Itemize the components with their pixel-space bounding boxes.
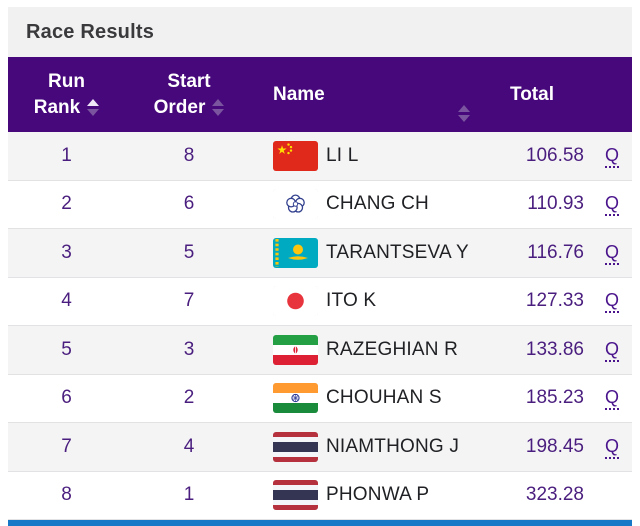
qualified-link[interactable]: Q — [604, 435, 619, 459]
sort-arrows-run-rank-icon[interactable] — [87, 99, 100, 116]
table-row: 1 8 LI L 106.58 Q — [8, 132, 632, 181]
athlete-name: ITO K — [326, 290, 377, 312]
athlete-cell: CHOUHAN S — [253, 383, 472, 414]
table-body: 1 8 LI L 106.58 Q 2 6 CHANG CH 110.93 Q 3 5 TARANTSE… — [8, 132, 632, 520]
athlete-cell: ITO K — [253, 286, 472, 317]
name-header-label: Name — [273, 83, 325, 105]
sort-arrows-start-order-icon[interactable] — [212, 99, 225, 116]
run-rank-header-line2: Rank — [33, 96, 81, 118]
total-value: 127.33 — [525, 290, 584, 312]
athlete-name: NIAMTHONG J — [326, 435, 460, 457]
sort-asc-icon — [212, 99, 225, 106]
start-order-value: 1 — [183, 484, 195, 506]
start-order-value: 2 — [183, 387, 195, 409]
athlete-name: PHONWA P — [326, 484, 430, 506]
run-rank-value: 5 — [61, 338, 72, 360]
run-rank-value: 7 — [61, 435, 72, 457]
results-table: Run Rank Start Order — [8, 57, 632, 520]
qualified-cell: Q — [592, 193, 632, 217]
table-row: 8 1 PHONWA P 323.28 — [8, 471, 632, 520]
athlete-cell: RAZEGHIAN R — [253, 334, 472, 365]
total-value: 185.23 — [525, 387, 584, 409]
qualified-cell: Q — [592, 338, 632, 362]
total-value: 198.45 — [525, 435, 584, 457]
run-rank-value: 2 — [61, 193, 72, 215]
table-row: 7 4 NIAMTHONG J 198.45 Q — [8, 423, 632, 472]
column-header-start-order[interactable]: Start Order — [125, 57, 253, 132]
total-value: 116.76 — [527, 241, 584, 263]
sort-desc-icon — [212, 109, 225, 116]
start-order-value: 6 — [183, 193, 195, 215]
column-header-qualified — [592, 57, 632, 132]
run-rank-value: 4 — [61, 290, 72, 312]
run-rank-value: 3 — [61, 241, 72, 263]
total-value: 110.93 — [527, 193, 584, 215]
start-order-value: 7 — [183, 290, 195, 312]
qualified-cell: Q — [592, 290, 632, 314]
column-header-name[interactable]: Name — [253, 57, 472, 132]
athlete-cell: LI L — [253, 140, 472, 171]
table-row: 3 5 TARANTSEVA Y 116.76 Q — [8, 229, 632, 278]
column-header-total[interactable]: Total — [472, 57, 592, 132]
panel-title-bar: Race Results — [8, 7, 632, 57]
start-order-header-line2: Order — [153, 96, 206, 118]
bottom-scroll-indicator[interactable] — [8, 520, 632, 526]
sort-asc-icon — [87, 99, 100, 106]
total-header-label: Total — [510, 83, 554, 105]
sort-asc-icon — [458, 105, 470, 112]
flag-icon-india — [273, 383, 318, 414]
table-row: 5 3 RAZEGHIAN R 133.86 Q — [8, 326, 632, 375]
start-order-value: 4 — [183, 435, 195, 457]
flag-icon-iran — [273, 334, 318, 365]
qualified-cell: Q — [592, 144, 632, 168]
flag-icon-thailand — [273, 431, 318, 462]
qualified-link[interactable]: Q — [604, 338, 619, 362]
qualified-link[interactable]: Q — [604, 387, 619, 411]
flag-icon-kazakhstan — [273, 237, 318, 268]
run-rank-header-line1: Run — [48, 70, 85, 92]
sort-arrows-name-icon[interactable] — [458, 105, 470, 122]
total-value: 323.28 — [525, 484, 584, 506]
start-order-value: 5 — [183, 241, 195, 263]
run-rank-value: 6 — [61, 387, 72, 409]
flag-icon-japan — [273, 286, 318, 317]
sort-desc-icon — [87, 109, 100, 116]
athlete-name: TARANTSEVA Y — [326, 241, 469, 263]
run-rank-value: 8 — [61, 484, 72, 506]
athlete-cell: NIAMTHONG J — [253, 431, 472, 462]
athlete-cell: CHANG CH — [253, 189, 472, 220]
athlete-name: LI L — [326, 144, 359, 166]
table-header-row: Run Rank Start Order — [8, 57, 632, 132]
athlete-name: RAZEGHIAN R — [326, 338, 459, 360]
athlete-cell: PHONWA P — [253, 480, 472, 511]
qualified-link[interactable]: Q — [604, 144, 619, 168]
athlete-name: CHANG CH — [326, 193, 429, 215]
flag-icon-chinese-taipei — [273, 189, 318, 220]
sort-desc-icon — [458, 115, 470, 122]
athlete-name: CHOUHAN S — [326, 387, 442, 409]
qualified-cell: Q — [592, 241, 632, 265]
total-value: 133.86 — [525, 338, 584, 360]
athlete-cell: TARANTSEVA Y — [253, 237, 472, 268]
page-title: Race Results — [26, 20, 155, 43]
start-order-header-line1: Start — [167, 70, 211, 92]
qualified-link[interactable]: Q — [604, 193, 619, 217]
qualified-cell: Q — [592, 435, 632, 459]
table-row: 2 6 CHANG CH 110.93 Q — [8, 180, 632, 229]
flag-icon-thailand — [273, 480, 318, 511]
total-value: 106.58 — [525, 144, 584, 166]
table-row: 4 7 ITO K 127.33 Q — [8, 277, 632, 326]
start-order-value: 3 — [183, 338, 195, 360]
table-row: 6 2 CHOUHAN S 185.23 Q — [8, 374, 632, 423]
qualified-link[interactable]: Q — [604, 241, 619, 265]
run-rank-value: 1 — [61, 144, 72, 166]
start-order-value: 8 — [183, 144, 195, 166]
column-header-run-rank[interactable]: Run Rank — [8, 57, 125, 132]
qualified-link[interactable]: Q — [604, 290, 619, 314]
flag-icon-china — [273, 140, 318, 171]
qualified-cell: Q — [592, 387, 632, 411]
